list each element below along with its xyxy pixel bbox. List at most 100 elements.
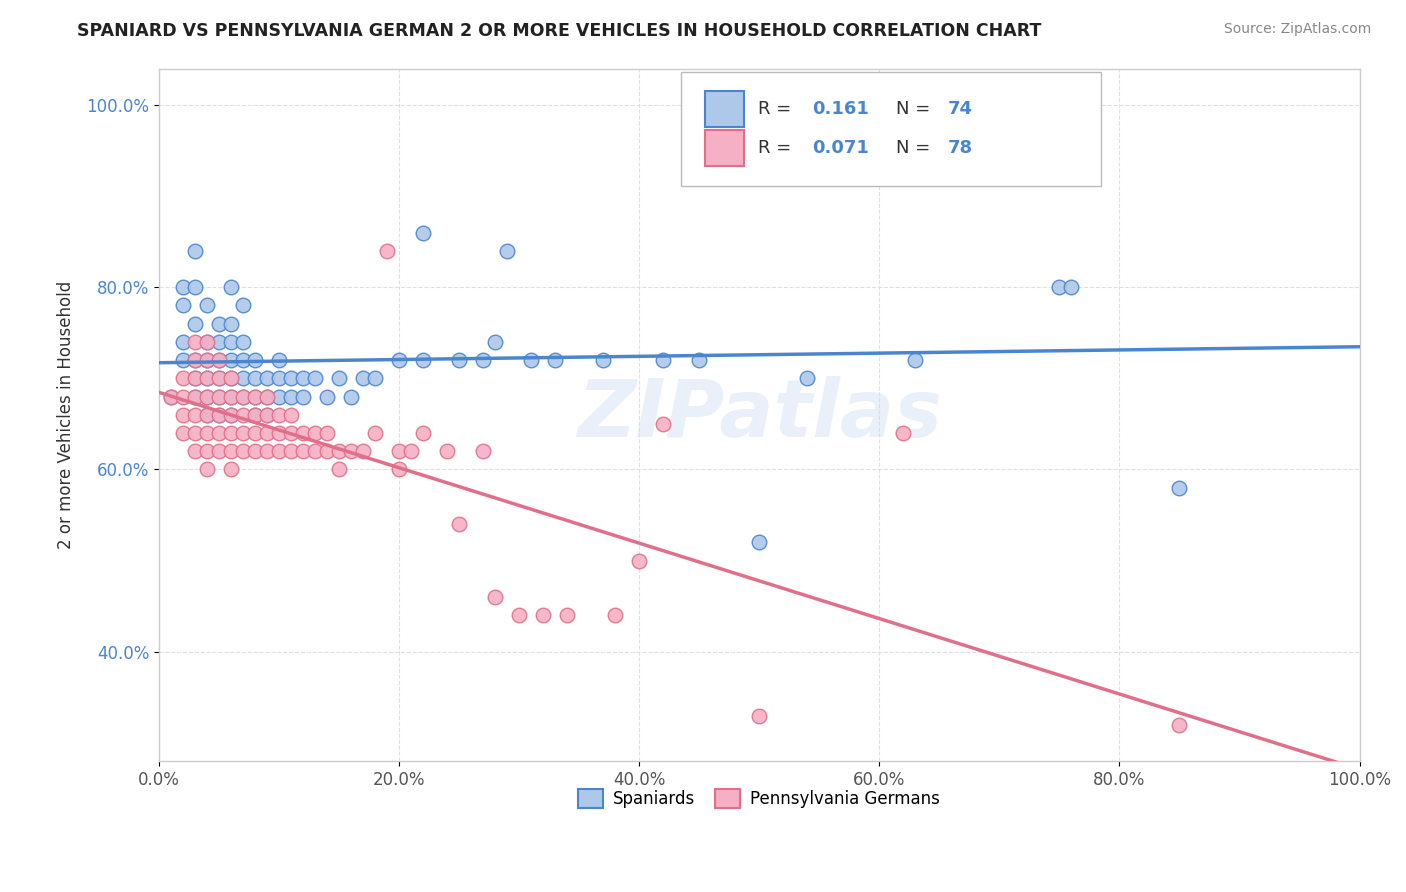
Point [219,462,242,476]
Point [748,708,770,723]
Point [184,408,207,422]
Point [184,353,207,368]
Text: Source: ZipAtlas.com: Source: ZipAtlas.com [1223,22,1371,37]
Point [340,390,363,404]
Point [555,608,578,623]
Point [267,408,290,422]
Point [304,371,326,385]
Point [592,353,614,368]
Point [1168,481,1191,495]
Point [195,334,218,349]
Point [219,280,242,294]
Point [449,353,471,368]
Point [891,425,914,440]
Point [352,371,374,385]
Point [184,371,207,385]
Point [219,353,242,368]
Point [219,390,242,404]
FancyBboxPatch shape [682,72,1101,186]
Point [484,334,506,349]
Point [195,408,218,422]
Point [195,390,218,404]
Point [208,425,231,440]
Point [449,517,471,532]
Point [436,444,458,458]
Text: SPANIARD VS PENNSYLVANIA GERMAN 2 OR MORE VEHICLES IN HOUSEHOLD CORRELATION CHAR: SPANIARD VS PENNSYLVANIA GERMAN 2 OR MOR… [77,22,1042,40]
Point [243,353,266,368]
Point [195,371,218,385]
Point [172,371,194,385]
FancyBboxPatch shape [706,91,744,127]
Point [375,244,398,258]
Point [364,371,387,385]
Point [256,390,278,404]
Point [605,608,627,623]
Point [628,553,651,567]
Point [232,390,254,404]
Point [219,334,242,349]
Point [256,408,278,422]
Point [304,444,326,458]
Point [195,444,218,458]
Point [399,444,422,458]
Point [472,353,495,368]
Point [808,116,831,130]
Point [208,334,231,349]
Point [243,444,266,458]
Point [184,425,207,440]
Point [232,371,254,385]
Point [243,390,266,404]
Point [195,462,218,476]
Point [292,444,315,458]
Point [520,353,543,368]
Point [172,298,194,312]
Point [496,244,519,258]
Point [208,371,231,385]
Point [328,444,350,458]
Point [388,462,411,476]
Point [267,371,290,385]
Point [232,390,254,404]
Point [388,444,411,458]
Point [364,425,387,440]
Y-axis label: 2 or more Vehicles in Household: 2 or more Vehicles in Household [58,281,75,549]
Point [280,425,302,440]
Point [472,444,495,458]
Point [243,408,266,422]
Point [232,425,254,440]
Point [243,390,266,404]
Text: 0.161: 0.161 [813,100,869,118]
Point [195,425,218,440]
Point [1060,280,1083,294]
Point [172,408,194,422]
Point [328,371,350,385]
Point [208,408,231,422]
Point [243,371,266,385]
Point [904,353,927,368]
Point [208,353,231,368]
Point [316,425,339,440]
Point [243,408,266,422]
Point [688,353,710,368]
Point [388,353,411,368]
Point [256,390,278,404]
Text: N =: N = [896,100,936,118]
Point [256,408,278,422]
Point [267,425,290,440]
Point [208,408,231,422]
Point [172,425,194,440]
Point [304,425,326,440]
Point [172,353,194,368]
Point [195,390,218,404]
Point [748,535,770,549]
Text: 78: 78 [948,139,973,157]
Point [232,353,254,368]
Point [292,371,315,385]
Point [184,390,207,404]
Point [208,444,231,458]
Point [184,353,207,368]
Point [292,425,315,440]
Text: 0.071: 0.071 [813,139,869,157]
Point [195,353,218,368]
Point [232,298,254,312]
